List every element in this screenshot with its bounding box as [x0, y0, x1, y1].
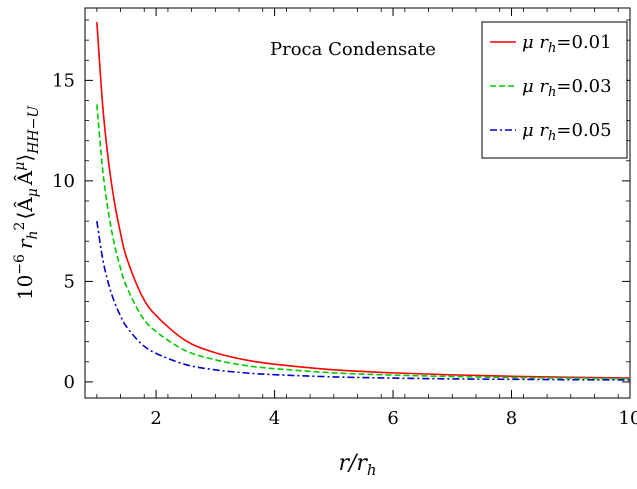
x-axis-ticks: 2 4 6 8 10 — [96, 8, 637, 429]
x-tick-label: 10 — [619, 408, 637, 429]
legend-label-3: μ rh=0.05 — [522, 120, 612, 144]
y-axis-label-mu-upper: μ — [12, 162, 28, 171]
y-axis-label-sub: HH−U — [26, 105, 42, 155]
legend-label-1: μ rh=0.01 — [522, 32, 612, 56]
y-axis-label-close: ⟩ — [13, 154, 37, 162]
x-axis-label-sub: h — [367, 461, 377, 479]
legend-label-sub: h — [548, 129, 556, 144]
y-axis-label-exp: −6 — [12, 254, 28, 275]
y-axis-label-mu-lower: μ — [25, 188, 41, 197]
series-group — [96, 22, 631, 381]
legend-label-prefix: μ r — [522, 76, 549, 97]
y-tick-label: 15 — [52, 70, 75, 91]
legend-label-prefix: μ r — [522, 32, 549, 53]
legend-label-prefix: μ r — [522, 120, 549, 141]
y-axis-label: 10−6rh2⟨ÂμÂμ⟩HH−U — [12, 105, 42, 300]
legend-box — [481, 21, 628, 159]
x-tick-label: 2 — [150, 408, 161, 429]
legend-label-sub: h — [548, 85, 556, 100]
y-axis-label-r-sub: h — [25, 230, 41, 239]
x-axis-label-main: r/r — [338, 451, 368, 476]
x-tick-label: 4 — [269, 408, 280, 429]
y-axis-label-expr: ⟨Â — [13, 197, 37, 220]
legend-label-value: =0.05 — [556, 120, 611, 141]
chart-annotation: Proca Condensate — [270, 39, 436, 60]
x-axis-label: r/rh — [338, 451, 376, 479]
y-tick-label: 5 — [64, 271, 75, 292]
x-tick-label: 6 — [387, 408, 398, 429]
legend-label-value: =0.01 — [556, 32, 611, 53]
y-axis-label-expr2: Â — [13, 170, 37, 186]
legend: μ rh=0.01μ rh=0.03μ rh=0.05 — [481, 21, 628, 159]
y-tick-label: 10 — [52, 171, 75, 192]
legend-label-2: μ rh=0.03 — [522, 76, 612, 100]
y-tick-label: 0 — [64, 372, 75, 393]
series-line-3 — [96, 220, 631, 381]
y-axis-label-r-sup: 2 — [12, 222, 28, 231]
legend-label-sub: h — [548, 41, 556, 56]
legend-label-value: =0.03 — [556, 76, 611, 97]
series-line-1 — [96, 22, 631, 379]
y-axis-label-r: r — [13, 238, 37, 249]
y-axis-label-prefix: 10 — [13, 275, 37, 300]
x-tick-label: 8 — [506, 408, 517, 429]
series-line-2 — [96, 104, 631, 380]
y-axis-ticks: 0 5 10 15 — [52, 19, 630, 393]
